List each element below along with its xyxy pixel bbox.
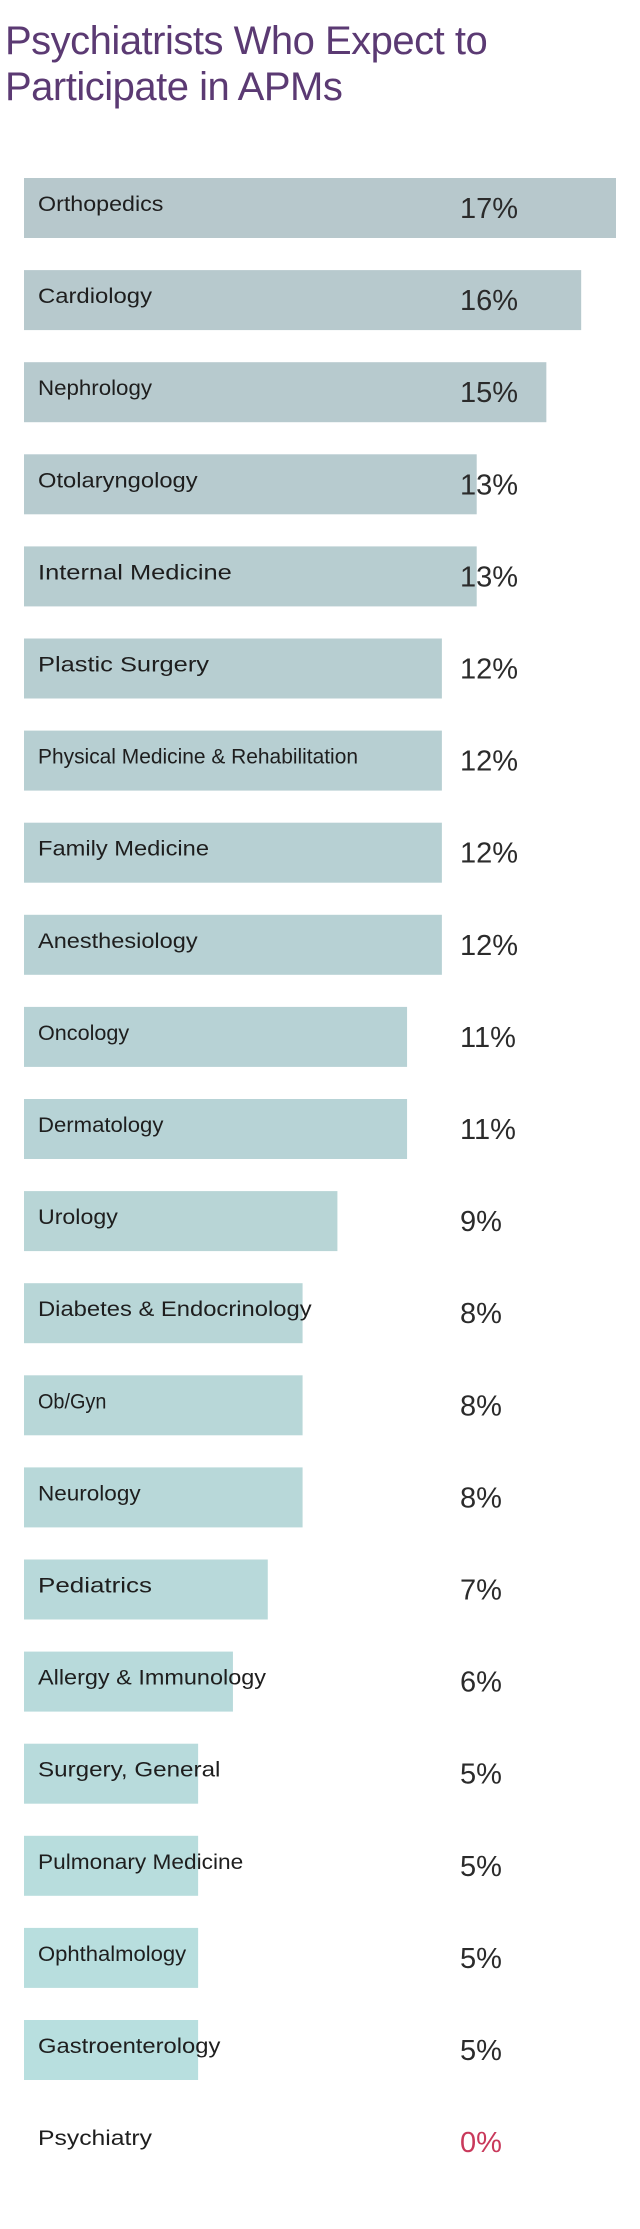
bar-row-pulmonary-medicine: Pulmonary Medicine 5% <box>24 1835 502 1896</box>
bar-oncology <box>24 1006 408 1067</box>
category-label-plastic-surgery: Plastic Surgery <box>38 654 210 677</box>
category-label-psychiatry: Psychiatry <box>38 2127 153 2150</box>
value-label-pulmonary-medicine: 5% <box>460 1851 502 1883</box>
bar-row-ob-gyn: Ob/Gyn 8% <box>24 1375 502 1436</box>
value-label-neurology: 8% <box>460 1482 502 1514</box>
bar-pulmonary-medicine <box>24 1835 199 1896</box>
bar-dermatology <box>24 1099 408 1159</box>
bar-row-allergy-and-immunology: Allergy & Immunology 6% <box>24 1651 502 1712</box>
bar-row-surgery-general: Surgery, General 5% <box>24 1743 502 1804</box>
category-label-family-medicine: Family Medicine <box>38 838 209 861</box>
value-label-gastroenterology: 5% <box>460 2035 502 2067</box>
bar-allergy-and-immunology <box>24 1651 233 1712</box>
bar-cardiology <box>24 270 582 331</box>
category-label-surgery-general: Surgery, General <box>38 1759 220 1782</box>
value-label-plastic-surgery: 12% <box>460 654 518 686</box>
category-label-internal-medicine: Internal Medicine <box>38 561 232 584</box>
bar-surgery-general <box>24 1743 199 1804</box>
value-label-urology: 9% <box>460 1206 502 1238</box>
category-label-allergy-and-immunology: Allergy & Immunology <box>38 1667 267 1690</box>
bar-family-medicine <box>24 822 442 883</box>
value-label-psychiatry: 0% <box>460 2127 502 2159</box>
bar-orthopedics <box>24 178 616 238</box>
bar-row-pediatrics: Pediatrics 7% <box>24 1559 502 1620</box>
bar-neurology <box>24 1467 303 1528</box>
category-label-oncology: Oncology <box>38 1022 130 1045</box>
category-label-pediatrics: Pediatrics <box>38 1575 152 1598</box>
value-label-cardiology: 16% <box>460 285 518 317</box>
bar-row-otolaryngology: Otolaryngology 13% <box>24 454 518 515</box>
bar-nephrology <box>24 362 547 423</box>
category-label-ophthalmology: Ophthalmology <box>38 1943 187 1966</box>
bar-row-plastic-surgery: Plastic Surgery 12% <box>24 638 518 699</box>
value-label-pediatrics: 7% <box>460 1575 502 1607</box>
bar-gastroenterology <box>24 2020 199 2080</box>
bar-row-urology: Urology 9% <box>24 1191 502 1252</box>
value-label-surgery-general: 5% <box>460 1759 502 1791</box>
category-label-dermatology: Dermatology <box>38 1114 164 1137</box>
value-label-dermatology: 11% <box>460 1114 516 1146</box>
category-label-nephrology: Nephrology <box>38 377 153 400</box>
value-label-allergy-and-immunology: 6% <box>460 1667 502 1699</box>
value-label-orthopedics: 17% <box>460 193 518 225</box>
bar-row-psychiatry: Psychiatry 0% <box>38 2127 502 2159</box>
category-label-diabetes-and-endocrinology: Diabetes & Endocrinology <box>38 1298 312 1321</box>
bar-row-neurology: Neurology 8% <box>24 1467 502 1528</box>
bar-row-anesthesiology: Anesthesiology 12% <box>24 914 518 975</box>
value-label-ophthalmology: 5% <box>460 1943 502 1975</box>
value-label-nephrology: 15% <box>460 377 518 409</box>
value-label-internal-medicine: 13% <box>460 561 518 593</box>
bar-ophthalmology <box>24 1927 199 1988</box>
bar-row-orthopedics: Orthopedics 17% <box>24 178 616 238</box>
category-label-gastroenterology: Gastroenterology <box>38 2035 221 2058</box>
category-label-neurology: Neurology <box>38 1482 141 1505</box>
bar-plastic-surgery <box>24 638 442 699</box>
bar-pediatrics <box>24 1559 268 1620</box>
bar-urology <box>24 1191 338 1252</box>
value-label-oncology: 11% <box>460 1022 516 1054</box>
value-label-physical-medicine-and-rehabilitation: 12% <box>460 746 518 778</box>
bar-ob-gyn <box>24 1375 303 1436</box>
bar-diabetes-and-endocrinology <box>24 1283 303 1344</box>
bar-row-nephrology: Nephrology 15% <box>24 362 547 423</box>
value-label-anesthesiology: 12% <box>460 930 518 962</box>
bar-row-oncology: Oncology 11% <box>24 1006 516 1067</box>
category-label-ob-gyn: Ob/Gyn <box>38 1390 106 1413</box>
bar-row-family-medicine: Family Medicine 12% <box>24 822 518 883</box>
value-label-otolaryngology: 13% <box>460 469 518 501</box>
bar-physical-medicine-and-rehabilitation <box>24 730 442 791</box>
category-label-anesthesiology: Anesthesiology <box>38 930 198 953</box>
bar-row-ophthalmology: Ophthalmology 5% <box>24 1927 502 1988</box>
chart-title: Psychiatrists Who Expect to Participate … <box>5 19 488 109</box>
bar-internal-medicine <box>24 546 477 607</box>
bar-row-physical-medicine-and-rehabilitation: Physical Medicine & Rehabilitation 12% <box>24 730 518 791</box>
category-label-otolaryngology: Otolaryngology <box>38 469 198 492</box>
category-label-urology: Urology <box>38 1206 118 1229</box>
category-label-physical-medicine-and-rehabilitation: Physical Medicine & Rehabilitation <box>38 746 358 769</box>
bar-otolaryngology <box>24 454 477 515</box>
bar-row-dermatology: Dermatology 11% <box>24 1099 516 1159</box>
value-label-diabetes-and-endocrinology: 8% <box>460 1298 502 1330</box>
bar-row-cardiology: Cardiology 16% <box>24 270 582 331</box>
value-label-family-medicine: 12% <box>460 838 518 870</box>
value-label-ob-gyn: 8% <box>460 1390 502 1422</box>
bar-row-diabetes-and-endocrinology: Diabetes & Endocrinology 8% <box>24 1283 502 1344</box>
category-label-orthopedics: Orthopedics <box>38 193 163 216</box>
bar-row-gastroenterology: Gastroenterology 5% <box>24 2020 502 2080</box>
bar-anesthesiology <box>24 914 442 975</box>
category-label-cardiology: Cardiology <box>38 285 153 308</box>
bar-row-internal-medicine: Internal Medicine 13% <box>24 546 518 607</box>
category-label-pulmonary-medicine: Pulmonary Medicine <box>38 1851 243 1874</box>
